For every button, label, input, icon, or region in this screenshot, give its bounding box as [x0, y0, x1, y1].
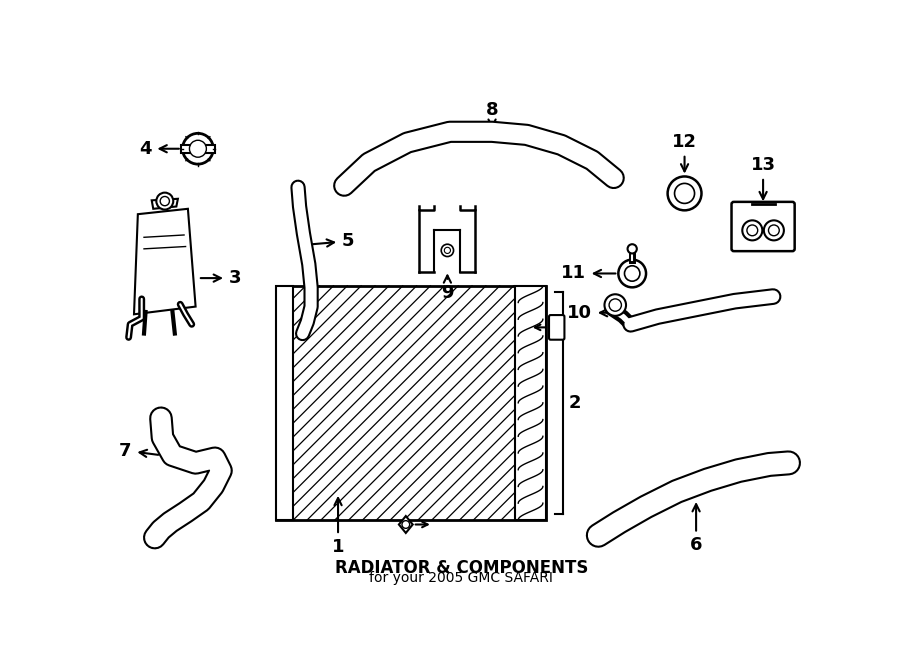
Text: 3: 3 — [201, 269, 241, 287]
Circle shape — [764, 220, 784, 240]
Circle shape — [441, 244, 454, 257]
Circle shape — [445, 248, 451, 254]
Circle shape — [402, 520, 410, 528]
Polygon shape — [152, 199, 178, 209]
Circle shape — [742, 220, 762, 240]
Circle shape — [618, 260, 646, 287]
Circle shape — [627, 244, 637, 254]
Circle shape — [769, 225, 779, 236]
Circle shape — [189, 140, 206, 157]
Circle shape — [157, 193, 174, 210]
Bar — [181, 145, 215, 152]
Bar — [515, 286, 546, 520]
FancyBboxPatch shape — [549, 315, 564, 340]
Bar — [276, 286, 546, 520]
FancyBboxPatch shape — [732, 202, 795, 251]
Text: 13: 13 — [751, 156, 776, 199]
Circle shape — [160, 197, 169, 206]
Circle shape — [605, 295, 626, 316]
Text: 9: 9 — [441, 275, 454, 303]
Circle shape — [668, 177, 701, 211]
Text: RADIATOR & COMPONENTS: RADIATOR & COMPONENTS — [335, 559, 588, 577]
Polygon shape — [134, 209, 195, 314]
Text: 1: 1 — [332, 498, 345, 556]
Text: 10: 10 — [567, 304, 624, 322]
Text: 7: 7 — [119, 442, 158, 459]
Text: 11: 11 — [561, 265, 616, 283]
Text: 4: 4 — [140, 140, 179, 158]
Circle shape — [674, 183, 695, 203]
Text: 2: 2 — [569, 394, 581, 412]
Text: for your 2005 GMC SAFARI: for your 2005 GMC SAFARI — [369, 571, 554, 585]
Bar — [276, 286, 293, 520]
Polygon shape — [399, 516, 413, 533]
Text: 8: 8 — [486, 101, 499, 126]
Text: 12: 12 — [672, 133, 698, 171]
Text: 5: 5 — [306, 232, 355, 250]
Circle shape — [625, 265, 640, 281]
Circle shape — [747, 225, 758, 236]
Circle shape — [609, 299, 621, 311]
Text: 6: 6 — [690, 504, 702, 554]
Circle shape — [183, 133, 213, 164]
